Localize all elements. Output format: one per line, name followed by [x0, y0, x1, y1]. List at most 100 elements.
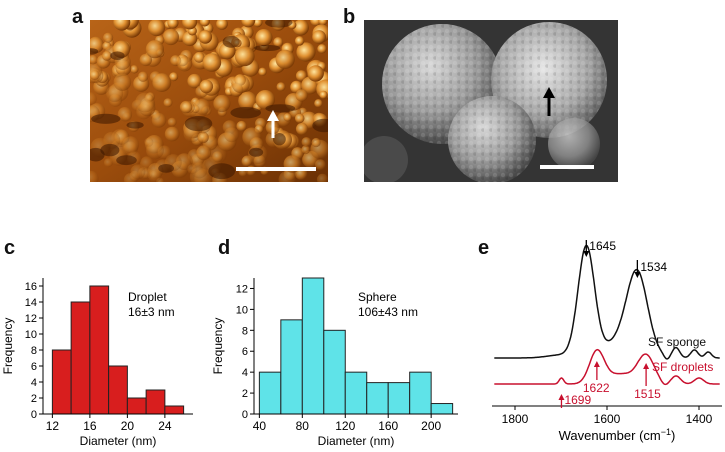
afm-pit	[90, 48, 99, 55]
peak-1534-label: 1534	[640, 260, 667, 274]
afm-grain	[224, 127, 240, 143]
afm-pit	[91, 113, 121, 124]
afm-pit	[249, 147, 264, 157]
afm-grain	[198, 30, 213, 44]
afm-grain	[197, 131, 209, 144]
afm-pit	[184, 116, 213, 132]
y-axis-label: Frequency	[1, 318, 15, 375]
annotation-value: 106±43 nm	[358, 305, 418, 319]
x-axis-label: Diameter (nm)	[80, 434, 157, 448]
afm-scale-bar	[236, 167, 316, 171]
afm-pit	[116, 155, 137, 166]
afm-pit	[222, 35, 240, 48]
afm-grain	[202, 53, 222, 72]
afm-grain	[90, 55, 98, 65]
x-tick-label: 1400	[686, 412, 713, 426]
afm-grain	[213, 94, 231, 113]
afm-grain	[236, 120, 247, 132]
x-tick-label: 20	[121, 419, 135, 433]
histogram-bar	[89, 285, 110, 415]
afm-grain	[179, 100, 193, 114]
sem-texture	[364, 20, 618, 182]
afm-grain	[301, 137, 312, 147]
afm-grain	[212, 151, 224, 163]
peak-1645-label: 1645	[589, 239, 616, 253]
histogram-bar	[430, 403, 454, 415]
afm-grain	[275, 49, 295, 69]
y-tick-label: 0	[242, 409, 248, 421]
afm-grain	[311, 137, 321, 148]
peak-1515-arrow-head	[643, 363, 650, 369]
afm-pit	[312, 118, 328, 133]
afm-pit	[110, 51, 125, 60]
panel-label-c: c	[4, 237, 16, 259]
afm-grain	[146, 141, 164, 160]
afm-grain	[295, 70, 307, 82]
x-tick-label: 12	[46, 419, 60, 433]
afm-pit	[265, 104, 296, 113]
afm-grain	[231, 75, 250, 94]
afm-grain	[276, 82, 286, 92]
histogram-bar	[280, 319, 303, 415]
afm-grain	[255, 29, 273, 47]
x-tick-label: 1600	[594, 412, 621, 426]
sf-droplets-legend: SF droplets	[652, 360, 713, 374]
afm-grain	[317, 44, 327, 54]
x-tick-label: 40	[253, 419, 267, 433]
peak-1534-arrow-head	[634, 272, 641, 278]
afm-grain	[296, 42, 316, 62]
afm-pit	[253, 44, 281, 52]
afm-grain	[177, 56, 193, 72]
y-tick-label: 8	[242, 325, 248, 337]
afm-grain	[318, 20, 328, 26]
afm-grain	[294, 36, 305, 46]
afm-grain	[234, 46, 255, 67]
afm-grain	[187, 73, 202, 89]
histogram-bar	[323, 329, 346, 415]
afm-grain	[194, 98, 211, 115]
afm-grain	[145, 40, 164, 59]
afm-grain	[241, 20, 256, 28]
x-tick-label: 160	[378, 419, 398, 433]
afm-grain	[294, 113, 305, 124]
histogram-bar	[126, 397, 147, 415]
afm-grain	[295, 122, 309, 135]
peak-1515-label: 1515	[634, 387, 661, 401]
x-tick-label: 120	[335, 419, 355, 433]
afm-grain	[258, 67, 267, 76]
afm-grain	[169, 72, 179, 82]
y-tick-label: 4	[31, 377, 37, 389]
y-tick-label: 10	[25, 329, 37, 341]
afm-grain	[90, 92, 97, 106]
x-axis-label: Wavenumber (cm−1)	[559, 427, 676, 443]
histogram-bar	[387, 382, 411, 415]
y-tick-label: 4	[242, 367, 248, 379]
afm-grain	[182, 20, 198, 30]
y-tick-label: 8	[31, 345, 37, 357]
afm-grain	[241, 156, 252, 167]
afm-grain	[163, 98, 173, 108]
afm-grain	[103, 32, 114, 43]
ftir-spectra: 1800 1600 1400 Wavenumber (cm−1) SF sponge SF…	[492, 239, 722, 443]
annotation-value: 16±3 nm	[128, 305, 175, 319]
afm-grain	[90, 170, 99, 182]
y-tick-label: 10	[236, 304, 248, 316]
afm-grain	[191, 162, 208, 179]
x-tick-label: 80	[296, 419, 310, 433]
afm-grain	[162, 28, 179, 46]
x-tick-label: 24	[158, 419, 172, 433]
y-tick-label: 0	[31, 409, 37, 421]
y-tick-label: 6	[31, 361, 37, 373]
afm-grain	[283, 113, 292, 122]
histogram-bar	[145, 389, 166, 415]
afm-grain	[164, 126, 180, 142]
histogram-bar	[51, 349, 72, 415]
peak-1699-arrow-head	[558, 394, 565, 400]
afm-grain	[90, 70, 100, 80]
x-tick-label: 1800	[502, 412, 529, 426]
afm-grain	[113, 73, 132, 91]
sf-droplets-line	[494, 348, 720, 386]
afm-pit	[158, 164, 174, 173]
afm-pit	[273, 133, 286, 146]
afm-grain	[216, 20, 228, 30]
